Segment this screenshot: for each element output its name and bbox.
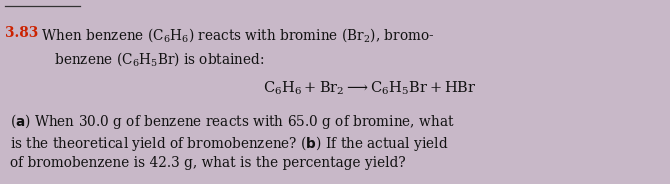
Text: When benzene ($\mathregular{C_6H_6}$) reacts with bromine ($\mathregular{Br_2}$): When benzene ($\mathregular{C_6H_6}$) re…: [37, 26, 434, 44]
Text: 3.83: 3.83: [5, 26, 38, 40]
Text: benzene ($\mathregular{C_6H_5}$Br) is obtained:: benzene ($\mathregular{C_6H_5}$Br) is ob…: [37, 50, 265, 68]
Text: ($\mathbf{a}$) When 30.0 g of benzene reacts with 65.0 g of bromine, what: ($\mathbf{a}$) When 30.0 g of benzene re…: [10, 112, 454, 131]
Text: $\mathregular{C_6H_6 + Br_2 \longrightarrow C_6H_5Br + HBr}$: $\mathregular{C_6H_6 + Br_2 \longrightar…: [263, 80, 477, 97]
Text: is the theoretical yield of bromobenzene? ($\mathbf{b}$) If the actual yield: is the theoretical yield of bromobenzene…: [10, 134, 448, 153]
Text: of bromobenzene is 42.3 g, what is the percentage yield?: of bromobenzene is 42.3 g, what is the p…: [10, 156, 405, 170]
